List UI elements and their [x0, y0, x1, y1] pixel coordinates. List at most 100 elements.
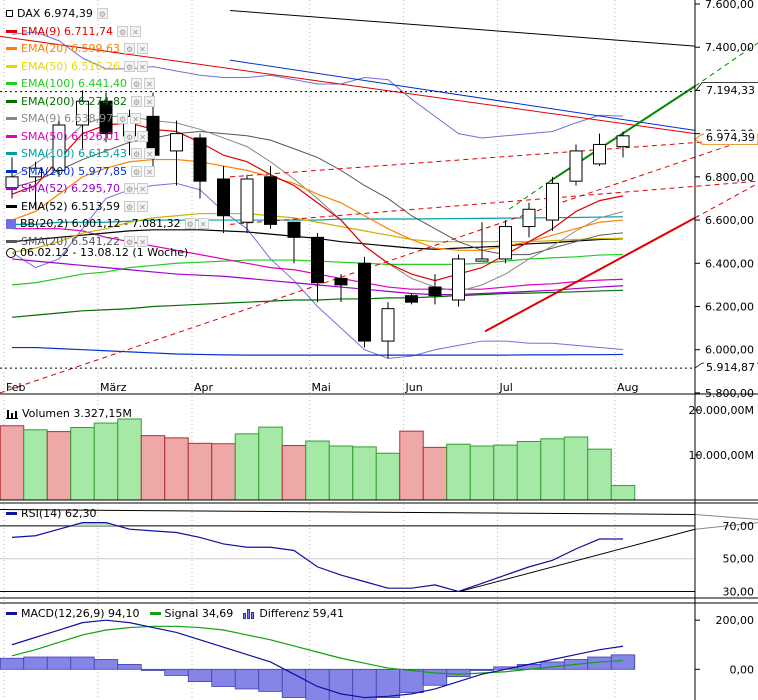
candle-body	[428, 286, 442, 297]
volume-bar	[164, 437, 189, 501]
settings-icon[interactable]: ⚙	[117, 113, 129, 125]
rsi-tick-label: 70,00	[723, 520, 755, 533]
settings-icon[interactable]: ⚙	[124, 130, 136, 142]
sma100-line	[12, 216, 624, 225]
volume-bar	[516, 441, 542, 501]
volume-bar	[70, 427, 95, 501]
settings-icon[interactable]: ⚙	[131, 165, 143, 177]
rsi-legend-text: RSI(14) 62,30	[21, 507, 97, 520]
legend-label: EMA(50) 6.516,26	[21, 59, 121, 73]
candle-body	[593, 143, 606, 165]
settings-icon[interactable]: ⚙	[131, 95, 143, 107]
settings-icon[interactable]: ⚙	[124, 183, 136, 195]
macd-histogram-bar	[70, 656, 95, 670]
remove-icon[interactable]: ✕	[144, 165, 156, 177]
remove-icon[interactable]: ✕	[144, 95, 156, 107]
macd-line	[11, 619, 624, 699]
ema50-line	[11, 212, 624, 254]
remove-icon[interactable]: ✕	[137, 200, 149, 212]
indicator-legend: DAX 6.974,39 ⚙ EMA(9) 6.711,74 ⚙ ✕ EMA(20) …	[6, 5, 209, 250]
signal-legend-text: Signal 34,69	[164, 607, 234, 620]
remove-icon[interactable]: ✕	[137, 60, 149, 72]
volume-bar	[375, 452, 401, 501]
volume-bar	[305, 440, 330, 501]
remove-icon[interactable]: ✕	[197, 218, 209, 230]
candle-body	[452, 258, 465, 301]
legend-item: SMA(52) 6.295,70 ⚙ ✕	[6, 180, 209, 198]
settings-icon[interactable]: ⚙	[124, 43, 136, 55]
macd-histogram-bar	[234, 668, 260, 690]
legend-label: EMA(52) 6.513,59	[21, 199, 121, 213]
resistance-tag	[694, 82, 758, 92]
settings-icon[interactable]: ⚙	[131, 148, 143, 160]
rsi-panel	[0, 509, 758, 593]
settings-icon[interactable]: ⚙	[124, 235, 136, 247]
rsi-tick-label: 50,00	[723, 553, 755, 566]
upper-dashed-red	[229, 137, 758, 178]
y-tick-label: 6.400,00	[705, 257, 754, 270]
legend-swatch	[6, 64, 17, 68]
candle-body	[405, 295, 418, 303]
long-red-line	[0, 35, 696, 135]
remove-icon[interactable]: ✕	[137, 130, 149, 142]
macd-histogram-bar	[164, 668, 189, 676]
candle-body	[522, 208, 536, 228]
macd-histogram-bar	[352, 668, 377, 700]
sma20-line	[11, 130, 624, 256]
uptrend-support-ext	[694, 182, 758, 219]
legend-item: EMA(100) 6.441,40 ⚙ ✕	[6, 75, 209, 93]
sma200-line	[12, 346, 624, 356]
settings-icon[interactable]: ⚙	[124, 200, 136, 212]
settings-icon[interactable]: ⚙	[124, 60, 136, 72]
y-tick-label: 6.200,00	[705, 300, 754, 313]
y-tick-label: 6.000,00	[705, 344, 754, 357]
candle-body	[546, 182, 559, 221]
remove-icon[interactable]: ✕	[130, 113, 142, 125]
legend-label: EMA(20) 6.599,63	[21, 42, 121, 55]
candle-body	[569, 150, 583, 182]
legend-rows: EMA(9) 6.711,74 ⚙ ✕ EMA(20) 6.599,63 ⚙ ✕ EMA(5…	[6, 23, 209, 251]
legend-item: EMA(50) 6.516,26 ⚙ ✕	[6, 58, 209, 76]
volume-bar	[117, 418, 142, 501]
settings-icon[interactable]: ⚙	[131, 78, 143, 90]
ema9-line	[11, 122, 624, 282]
y-tick-label: 7.600,00	[705, 0, 754, 11]
candle-body	[264, 176, 277, 225]
y-tick-label: 7.400,00	[705, 41, 754, 54]
volume-legend: Volumen 3.327,15M	[6, 407, 132, 420]
volume-bar	[93, 422, 119, 501]
period-label: 06.02.12 - 13.08.12 (1 Woche)	[6, 246, 188, 259]
candle-body	[499, 226, 512, 260]
volume-bar	[493, 444, 518, 501]
settings-icon[interactable]: ⚙	[96, 8, 108, 20]
rsi-tick-label: 30,00	[723, 585, 755, 598]
macd-histogram-bar	[46, 656, 72, 670]
legend-label: EMA(9) 6.711,74	[21, 24, 114, 38]
remove-icon[interactable]: ✕	[137, 43, 149, 55]
rsi-overbought-fill	[70, 522, 118, 526]
remove-icon[interactable]: ✕	[137, 183, 149, 195]
x-tick-label: Feb	[6, 381, 25, 394]
candle-body	[475, 258, 489, 262]
macd-legend-text: MACD(12,26,9) 94,10	[21, 607, 140, 620]
volume-bar	[540, 438, 565, 501]
remove-icon[interactable]: ✕	[137, 235, 149, 247]
settings-icon[interactable]: ⚙	[184, 218, 196, 230]
candle-body	[287, 221, 301, 238]
support-price-label: 5.914,87	[704, 361, 757, 374]
settings-icon[interactable]: ⚙	[117, 25, 129, 37]
volume-bar	[281, 445, 307, 501]
remove-icon[interactable]: ✕	[130, 25, 142, 37]
volume-bar	[23, 429, 48, 501]
histogram-icon	[243, 608, 255, 619]
volume-bar	[328, 445, 354, 501]
remove-icon[interactable]: ✕	[144, 78, 156, 90]
macd-histogram-bar	[117, 663, 142, 670]
chart-title-row: DAX 6.974,39 ⚙	[6, 5, 209, 23]
remove-icon[interactable]: ✕	[144, 148, 156, 160]
legend-label: EMA(100) 6.441,40	[21, 77, 128, 90]
volume-bar	[234, 433, 260, 501]
candle-body	[217, 178, 230, 217]
volume-bar	[587, 448, 612, 501]
macd-histogram-bar	[610, 654, 636, 670]
